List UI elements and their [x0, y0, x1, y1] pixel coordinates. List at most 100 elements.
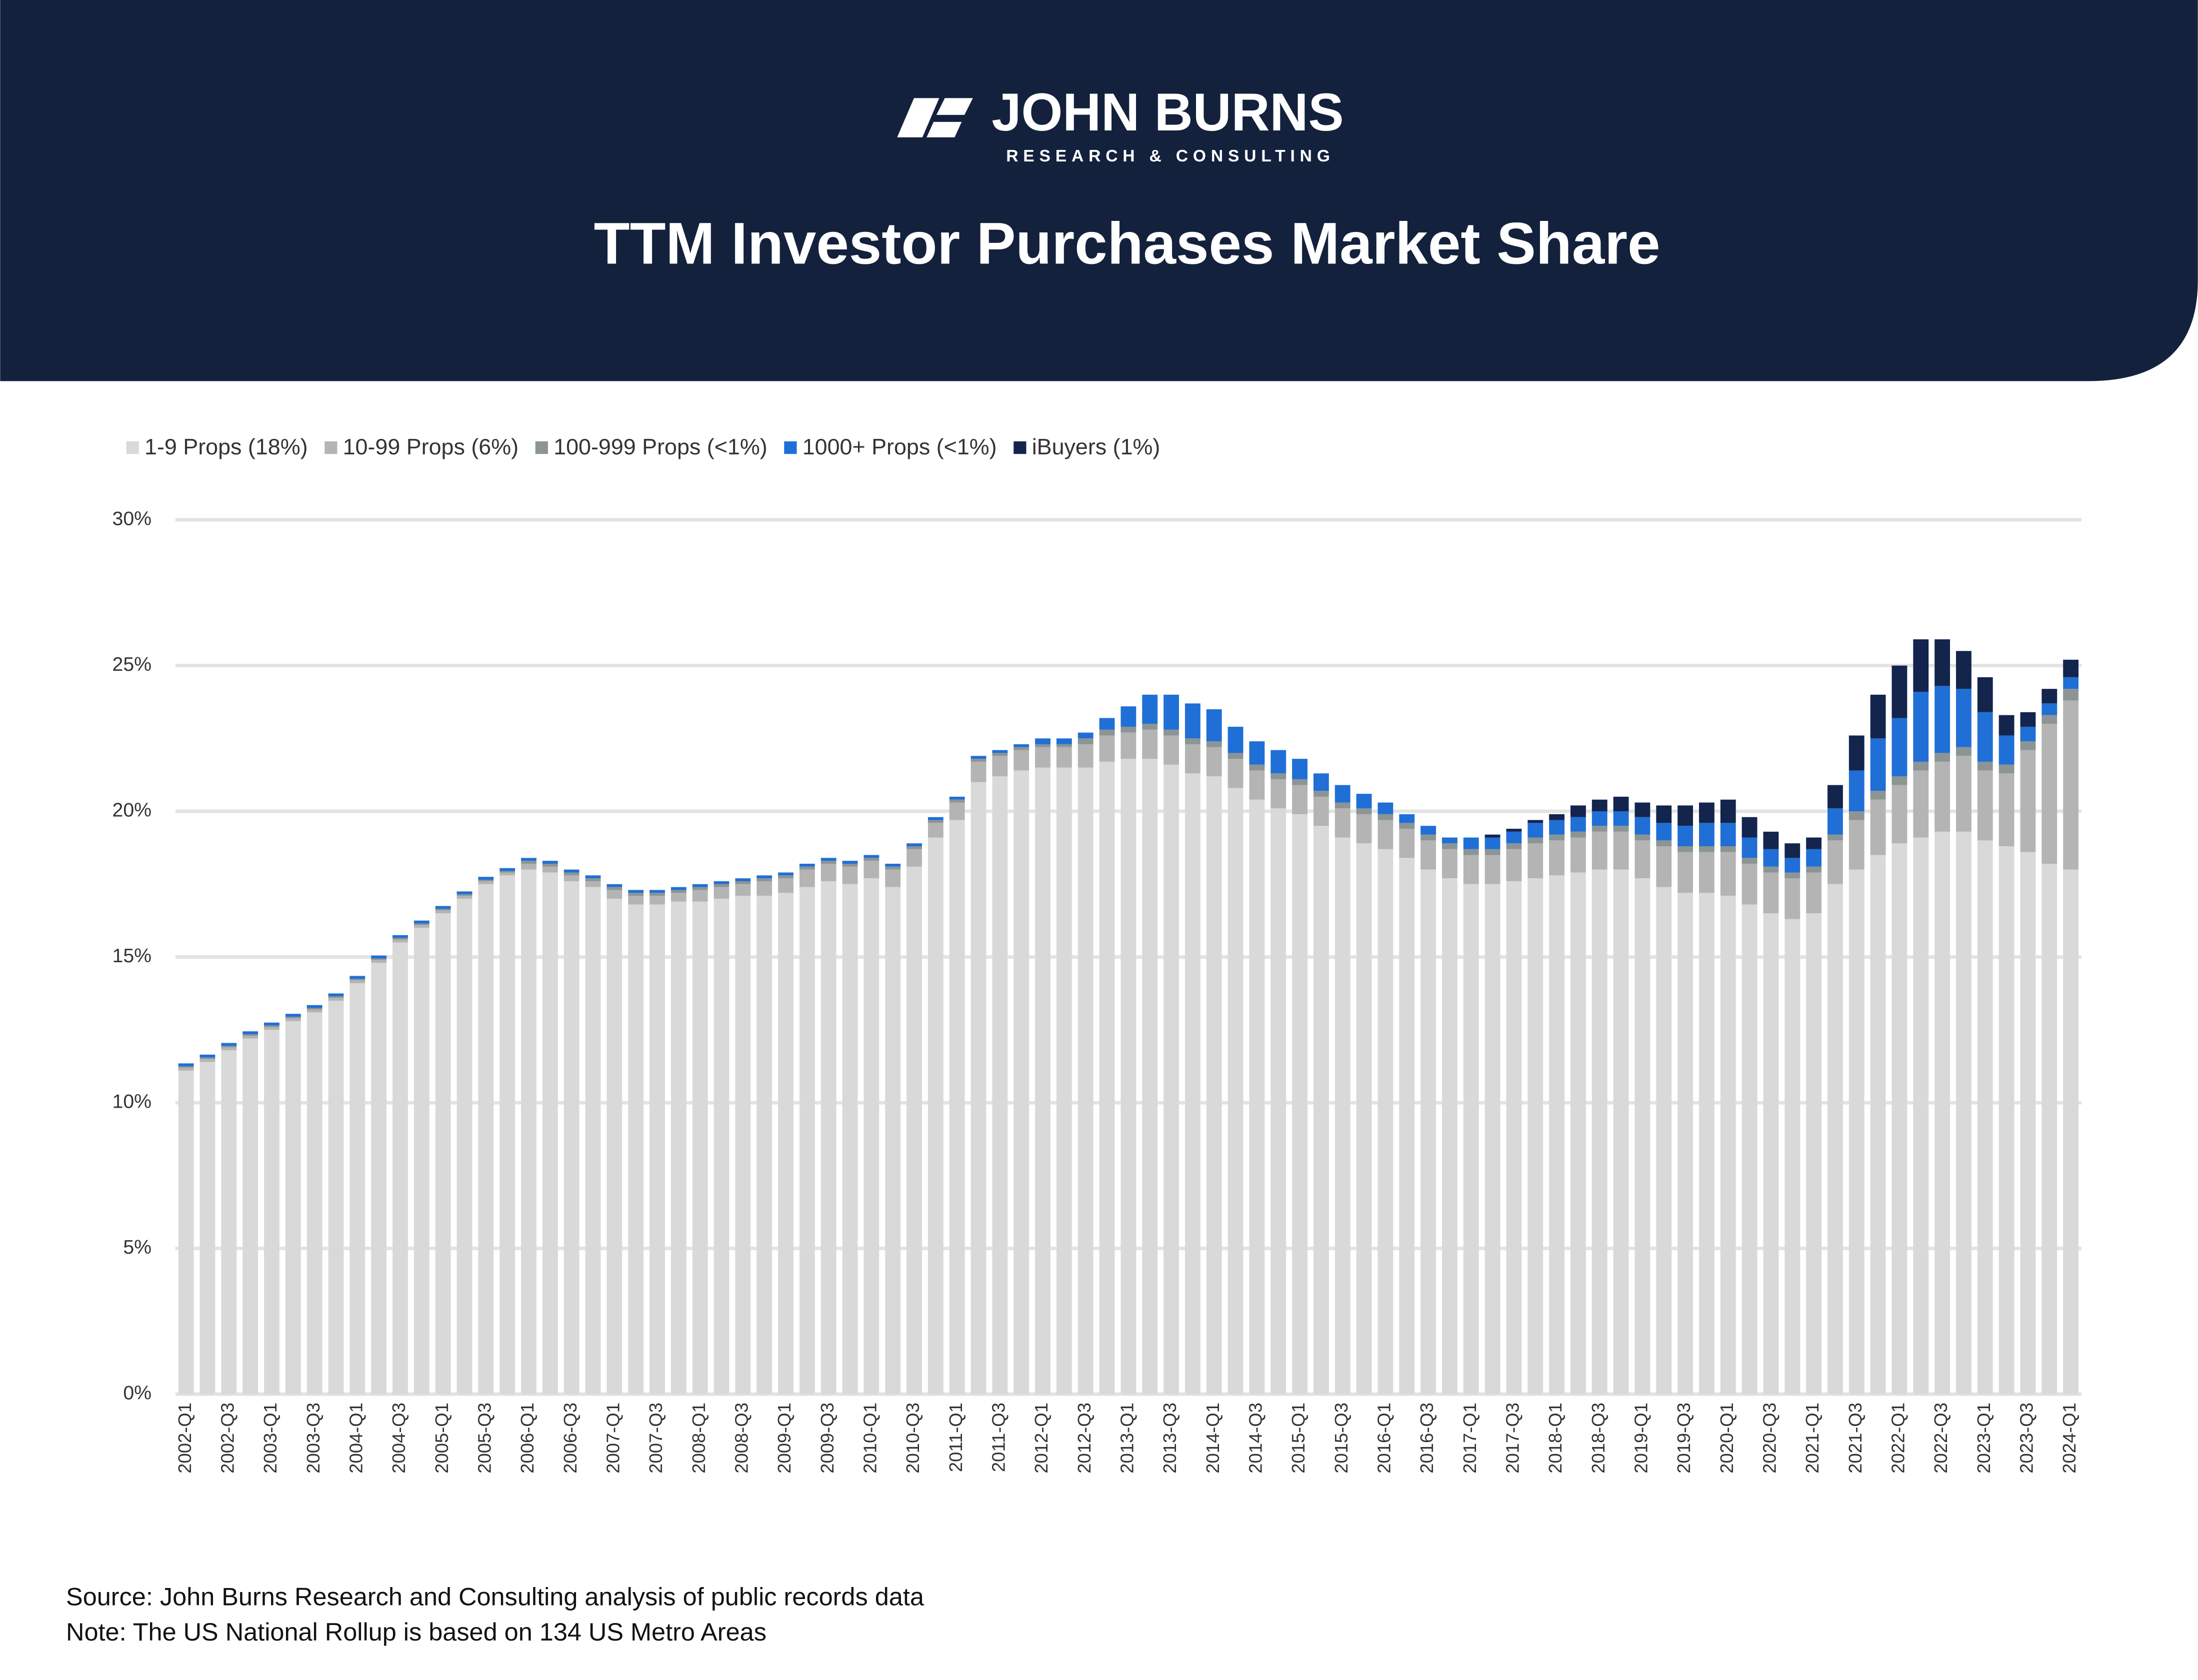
- bar-segment: [1570, 805, 1586, 817]
- bar-segment: [885, 869, 901, 887]
- bar-segment: [949, 799, 965, 803]
- bar-segment: [864, 861, 880, 879]
- bar-segment: [1592, 799, 1608, 812]
- bar-segment: [264, 1025, 280, 1027]
- bar-segment: [285, 1018, 301, 1021]
- bar-segment: [1913, 837, 1929, 1395]
- bar-segment: [1099, 729, 1115, 736]
- bar-segment: [1613, 811, 1629, 826]
- bar-segment: [1292, 814, 1308, 1395]
- x-tick-label: 2004-Q1: [346, 1403, 366, 1474]
- bar-segment: [1720, 846, 1736, 852]
- bar-segment: [1420, 869, 1436, 1395]
- bar-segment: [2020, 741, 2036, 750]
- bar-segment: [564, 869, 580, 873]
- bar-segment: [1078, 767, 1094, 1395]
- x-tick-label: 2020-Q1: [1716, 1403, 1737, 1474]
- bar-segment: [1934, 753, 1950, 762]
- bar-segment: [1848, 820, 1864, 870]
- bar-segment: [1206, 747, 1222, 777]
- bar-segment: [1956, 747, 1972, 756]
- bar-segment: [1206, 741, 1222, 747]
- bar-segment: [778, 872, 794, 876]
- bar-segment: [371, 963, 387, 1395]
- bar-segment: [1848, 770, 1864, 812]
- bar-segment: [1634, 802, 1650, 817]
- bar-segment: [778, 878, 794, 893]
- bar-segment: [864, 858, 880, 861]
- bar-segment: [264, 1022, 280, 1026]
- x-tick-label: 2020-Q3: [1760, 1403, 1780, 1474]
- tagline: RESEARCH & CONSULTING: [1006, 147, 1335, 165]
- bar-segment: [1806, 913, 1822, 1395]
- bar-segment: [1870, 791, 1886, 800]
- bar-segment: [242, 1038, 258, 1395]
- bar-segment: [606, 884, 622, 887]
- bar-segment: [1334, 837, 1350, 1395]
- bar-segment: [2020, 712, 2036, 727]
- bar-segment: [1742, 817, 1758, 838]
- bar-segment: [1956, 689, 1972, 747]
- bar-segment: [1442, 843, 1458, 849]
- bar-segment: [1934, 831, 1950, 1395]
- x-tick-label: 2010-Q1: [860, 1403, 880, 1474]
- bar-segment: [1120, 706, 1136, 727]
- bar-segment: [1827, 834, 1843, 841]
- x-tick-label: 2019-Q3: [1674, 1403, 1694, 1474]
- bar-segment: [1827, 840, 1843, 884]
- bar-segment: [970, 782, 986, 1395]
- bar-segment: [714, 898, 730, 1395]
- bar-segment: [1892, 718, 1908, 777]
- bar-segment: [756, 881, 772, 896]
- bar-segment: [1056, 747, 1072, 768]
- bar-segment: [350, 976, 366, 979]
- bar-segment: [500, 872, 516, 876]
- bar-segment: [1484, 834, 1500, 838]
- x-tick-label: 2013-Q1: [1116, 1403, 1137, 1474]
- bar-segment: [1484, 855, 1500, 884]
- bar-segment: [1506, 831, 1522, 844]
- bar-segment: [1142, 729, 1158, 759]
- bar-segment: [1249, 764, 1265, 771]
- bar-segment: [521, 861, 536, 864]
- bar-segment: [799, 866, 815, 870]
- bar-segment: [1506, 843, 1522, 849]
- bar-segment: [1528, 820, 1544, 823]
- bar-segment: [500, 875, 516, 1395]
- bar-segment: [1120, 759, 1136, 1395]
- bar-segment: [1313, 791, 1329, 797]
- bar-segment: [1720, 823, 1736, 847]
- bar-segment: [992, 750, 1008, 753]
- x-tick-label: 2024-Q1: [2059, 1403, 2080, 1474]
- x-tick-label: 2015-Q3: [1331, 1403, 1352, 1474]
- legend-swatch: [1014, 441, 1026, 454]
- x-tick-label: 2018-Q1: [1545, 1403, 1566, 1474]
- x-tick-label: 2018-Q3: [1588, 1403, 1608, 1474]
- bar-segment: [906, 866, 922, 1395]
- bar-segment: [1678, 846, 1693, 852]
- bar-segment: [1870, 799, 1886, 855]
- bar-segment: [1035, 744, 1050, 747]
- bar-segment: [842, 863, 858, 867]
- bar-segment: [714, 884, 730, 887]
- bar-segment: [735, 878, 751, 881]
- bar-segment: [606, 887, 622, 890]
- bar-segment: [1228, 788, 1244, 1395]
- bar-segment: [1420, 826, 1436, 835]
- bar-segment: [949, 802, 965, 820]
- brand: JOHN BURNS: [992, 82, 1344, 142]
- bar-segment: [1014, 744, 1030, 747]
- bar-segment: [670, 887, 686, 890]
- bar-segment: [1913, 770, 1929, 838]
- bar-segment: [1313, 796, 1329, 826]
- bar-segment: [1934, 761, 1950, 832]
- y-tick-label: 20%: [112, 799, 152, 821]
- x-tick-label: 2023-Q3: [2016, 1403, 2037, 1474]
- bar-segment: [1228, 759, 1244, 788]
- bar-segment: [328, 996, 344, 998]
- bar-segment: [585, 881, 601, 887]
- bar-segment: [1378, 820, 1394, 849]
- bar-segment: [1014, 770, 1030, 1395]
- bar-segment: [1892, 843, 1908, 1395]
- bar-segment: [414, 928, 430, 1395]
